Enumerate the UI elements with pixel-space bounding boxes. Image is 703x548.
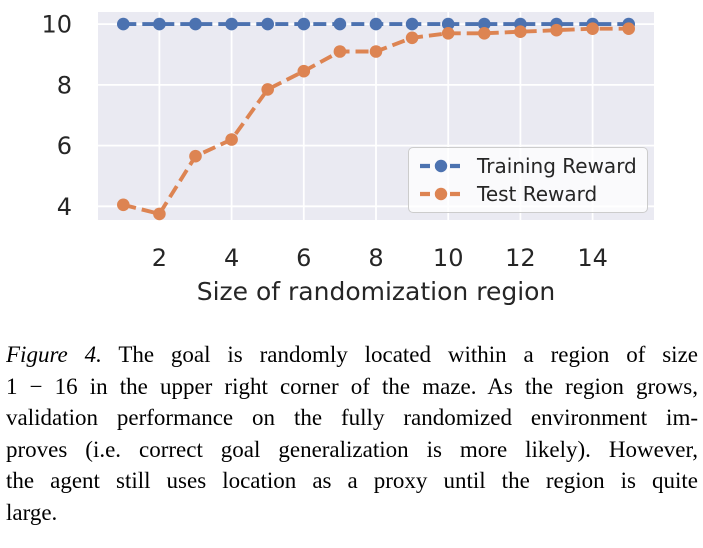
figure-caption: Figure 4. The goal is randomly located w… — [6, 339, 698, 529]
test-reward-point — [478, 27, 491, 40]
test-reward-point — [297, 64, 311, 78]
caption-figure-label: Figure 4. — [6, 342, 102, 367]
test-reward-point — [333, 45, 347, 58]
test-reward-point — [369, 45, 383, 58]
x-tick-label: 8 — [368, 244, 383, 272]
test-reward-point — [225, 133, 238, 146]
test-reward-point — [117, 198, 130, 212]
caption-line-4: proves (i.e. correct goal generalization… — [6, 436, 698, 462]
legend-label-training-reward: Training Reward — [477, 154, 637, 179]
training-reward-point — [369, 17, 383, 31]
training-reward-point — [405, 17, 419, 31]
training-reward-legend-icon — [420, 160, 462, 173]
test-reward-point — [441, 27, 455, 40]
training-reward-point — [333, 17, 347, 31]
training-reward-point — [225, 17, 238, 31]
test-reward-point — [153, 207, 166, 221]
x-tick-label: 6 — [296, 244, 311, 272]
y-tick-label: 4 — [57, 193, 72, 221]
training-reward-point — [153, 17, 166, 31]
legend-item-training-reward: Training Reward — [419, 154, 637, 178]
y-tick-label: 6 — [57, 132, 72, 160]
y-tick-label: 8 — [57, 71, 72, 99]
test-reward-point — [405, 31, 419, 45]
x-tick-label: 14 — [577, 244, 608, 272]
x-axis-label: Size of randomization region — [197, 277, 556, 306]
legend-item-test-reward: Test Reward — [419, 182, 637, 206]
caption-line-1: Figure 4. The goal is randomly located w… — [6, 339, 698, 371]
training-reward-legend-marker — [434, 160, 448, 173]
caption-line-5: the agent still uses location as a proxy… — [6, 468, 698, 494]
caption-line-3: validation performance on the fully rand… — [6, 405, 698, 431]
training-reward-point — [478, 17, 491, 31]
x-tick-label: 10 — [433, 244, 464, 272]
training-reward-point — [441, 17, 455, 31]
test-reward-point — [550, 23, 563, 37]
test-reward-point — [514, 25, 527, 38]
training-reward-point — [297, 17, 311, 31]
caption-line-1-text: The goal is randomly located within a re… — [118, 342, 698, 367]
caption-line-2: 1 − 16 in the upper right corner of the … — [6, 373, 698, 399]
y-tick-label: 10 — [41, 11, 72, 39]
test-reward-legend-marker — [434, 187, 448, 200]
training-reward-point — [117, 17, 130, 31]
x-tick-label: 2 — [152, 244, 167, 272]
test-reward-point — [622, 22, 635, 35]
test-reward-point — [189, 149, 202, 163]
x-tick-label: 4 — [224, 244, 239, 272]
legend-label-test-reward: Test Reward — [477, 181, 598, 206]
training-reward-point — [261, 17, 275, 31]
chart-legend: Training Reward Test Reward — [408, 147, 648, 213]
test-reward-point — [586, 22, 599, 35]
training-reward-point — [189, 17, 202, 31]
test-reward-legend-icon — [420, 187, 462, 200]
caption-line-6: large. — [6, 499, 58, 525]
reward-chart: 2 4 6 8 10 12 14 4 6 8 10 Size of randomization reg… — [41, 11, 654, 306]
test-reward-point — [261, 83, 275, 96]
x-tick-label: 12 — [505, 244, 536, 272]
